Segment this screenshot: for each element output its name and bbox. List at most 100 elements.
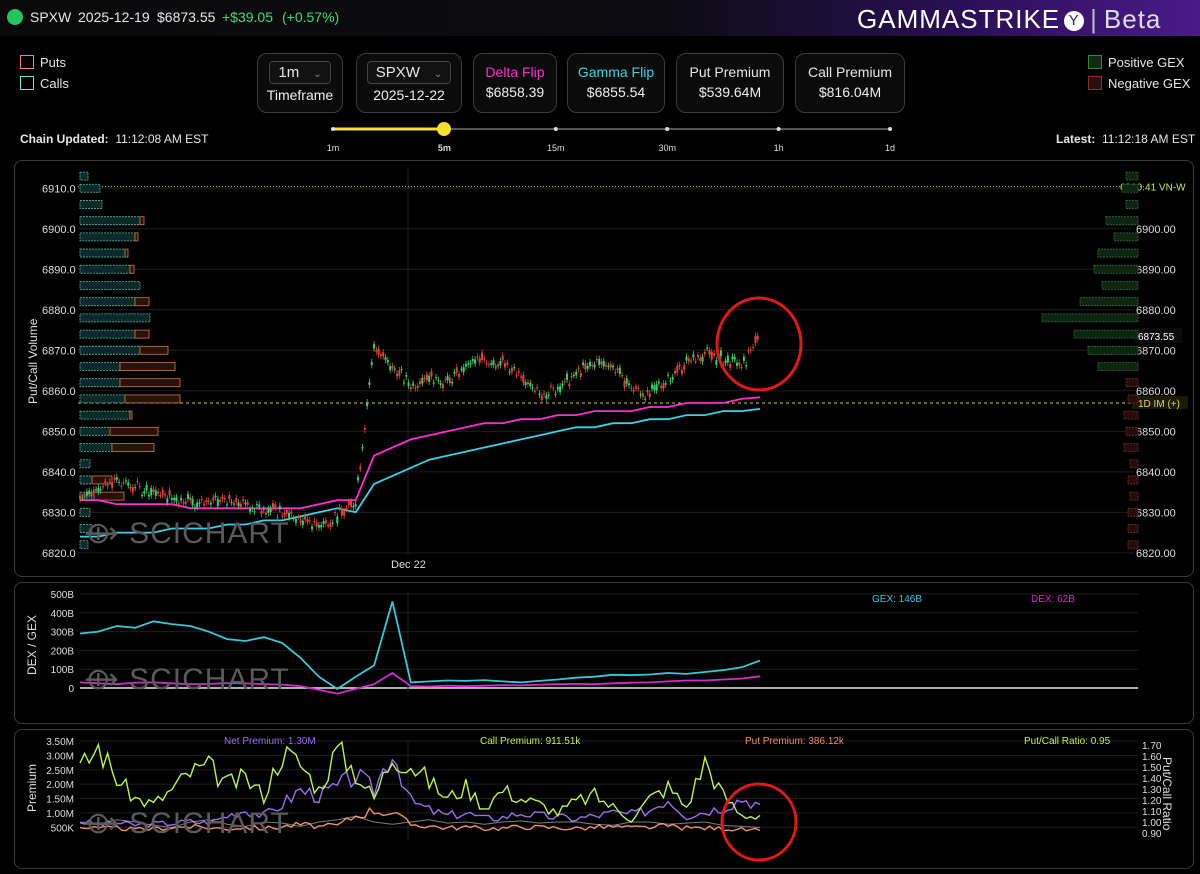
gex-chart-panel <box>14 582 1194 724</box>
y-tick-label-right: 1.00 <box>1142 818 1162 829</box>
put-volume-bar <box>119 362 176 371</box>
candle <box>274 504 277 508</box>
candle <box>520 376 523 378</box>
candle <box>455 367 458 373</box>
slider-tick-label: 1m <box>327 143 340 153</box>
candle <box>676 365 679 373</box>
candle <box>173 497 176 501</box>
candle <box>554 393 557 395</box>
slider-stop[interactable] <box>776 127 781 131</box>
candle <box>660 385 663 389</box>
candle <box>733 357 736 360</box>
candle <box>667 374 670 376</box>
candle <box>184 501 187 504</box>
timeframe-label: Timeframe <box>266 87 334 103</box>
candle <box>674 371 676 374</box>
candle <box>710 351 713 360</box>
slider-stop[interactable] <box>331 127 335 131</box>
candle <box>122 482 125 484</box>
candle <box>416 385 419 388</box>
candle <box>311 526 314 529</box>
premium-chart[interactable]: 3.50M3.00M2.50M2.00M1.50M1.00M500K1.701.… <box>14 729 1192 867</box>
y-tick-label: 0 <box>68 684 74 695</box>
y-tick-label: 6870.0 <box>42 345 76 357</box>
candle <box>439 383 442 386</box>
candle <box>444 379 447 381</box>
ticker-date: 2025-12-19 <box>78 9 150 25</box>
candle <box>186 494 189 499</box>
candle <box>363 428 366 430</box>
timeframe-slider[interactable]: 1m 5m 15m 30m 1h 1d <box>320 118 910 156</box>
candle <box>458 374 461 378</box>
positive-gex-bar <box>1079 297 1139 307</box>
gex-line <box>79 601 761 690</box>
candle <box>632 389 635 392</box>
legend-puts-label: Puts <box>40 55 67 70</box>
candle <box>111 482 114 488</box>
y-tick-label: 6900.0 <box>42 224 76 236</box>
slider-thumb[interactable] <box>437 122 451 136</box>
candle <box>602 361 605 367</box>
latest-label: Latest: <box>1056 132 1096 146</box>
legend-calls[interactable]: Calls <box>20 76 69 91</box>
candle <box>340 508 343 516</box>
candle <box>134 487 137 489</box>
legend-puts[interactable]: Puts <box>20 55 66 70</box>
candle <box>745 365 748 367</box>
candle <box>315 522 318 527</box>
dex-line <box>79 671 761 695</box>
positive-gex-bar <box>1097 248 1139 258</box>
call-volume-bar <box>79 394 126 404</box>
candle <box>308 520 311 522</box>
candle <box>88 490 91 495</box>
candle <box>703 351 706 354</box>
gamma-flip-label: Gamma Flip <box>577 64 655 80</box>
candle <box>115 476 118 480</box>
latest-time: 11:12:18 AM EST <box>1102 132 1196 146</box>
candle <box>216 498 219 507</box>
negative-gex-bar <box>1127 540 1139 550</box>
slider-tick-label: 15m <box>547 143 565 153</box>
candle <box>476 356 479 358</box>
ticker-symbol[interactable]: SPXW <box>30 9 72 25</box>
candle <box>304 515 307 520</box>
legend-negative-gex[interactable]: Negative GEX <box>1088 76 1190 91</box>
put-premium-label: Put Premium: 386.12k <box>745 736 845 747</box>
candle <box>657 381 660 384</box>
negative-gex-bar <box>1129 459 1139 469</box>
candle <box>623 381 626 388</box>
y-tick-label: 100B <box>51 665 75 676</box>
gex-chart-ylabel: DEX / GEX <box>25 614 39 675</box>
brand-logo[interactable]: GAMMASTRIKE Y | Beta <box>857 4 1162 34</box>
timeframe-card: 1m ⌄ Timeframe <box>257 53 343 113</box>
slider-stop[interactable] <box>665 127 670 131</box>
candle <box>161 489 164 495</box>
y-tick-label-right: 6880.00 <box>1136 305 1176 317</box>
gex-chart[interactable]: 500B 400B 300B 200B 100B 0 GEX: 146B DEX: 62B <box>14 582 1192 722</box>
slider-stop[interactable] <box>888 127 892 131</box>
call-volume-bar <box>79 443 113 452</box>
candle <box>414 387 417 389</box>
call-premium-value: $816.04M <box>818 84 882 100</box>
negative-gex-bar <box>1125 378 1139 388</box>
call-volume-bar <box>79 248 126 258</box>
symbol-select[interactable]: SPXW ⌄ <box>366 61 452 84</box>
candle <box>347 501 350 506</box>
candle <box>699 357 702 361</box>
timeframe-select[interactable]: 1m ⌄ <box>269 61 331 84</box>
slider-stop[interactable] <box>553 127 558 131</box>
call-volume-bar <box>79 329 136 339</box>
candle <box>421 377 424 384</box>
chain-updated: Chain Updated: 11:12:08 AM EST <box>20 132 209 146</box>
candle <box>566 373 569 380</box>
candle <box>448 377 451 384</box>
candle <box>209 502 212 505</box>
candle <box>297 517 300 519</box>
price-chart[interactable]: 6910.0 6900.0 6890.0 6880.0 6870.0 6860.0 6850… <box>14 160 1192 575</box>
candle <box>375 350 378 352</box>
candle <box>497 364 500 367</box>
legend-positive-gex[interactable]: Positive GEX <box>1088 55 1185 70</box>
y-tick-label: 1.00M <box>46 809 74 820</box>
candle <box>359 466 362 469</box>
candle <box>614 372 617 374</box>
